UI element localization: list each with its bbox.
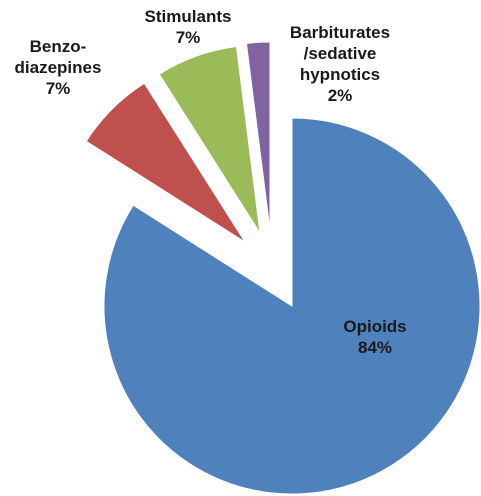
slice-label-line: Opioids xyxy=(343,317,406,336)
slice-label: Stimulants 7% xyxy=(145,7,232,47)
pie-slice-stimulants xyxy=(158,45,261,234)
slice-label: Opioids 84% xyxy=(343,317,406,357)
slice-label-line: Barbiturates xyxy=(290,23,390,42)
pie-labels: Opioids 84% Benzo-diazepines 7% Stimulants 7%… xyxy=(15,7,407,357)
slice-label-line: Benzo- xyxy=(30,37,87,56)
slice-label-line: 2% xyxy=(328,86,353,105)
slice-label-line: 7% xyxy=(176,28,201,47)
slice-label-line: 84% xyxy=(358,338,392,357)
pie-slice-benzo xyxy=(85,82,246,243)
slice-label-line: hypnotics xyxy=(300,65,380,84)
pie-slices xyxy=(85,41,481,495)
pie-slice-barbiturates xyxy=(245,41,271,231)
pie-slice-opioids xyxy=(103,117,481,495)
slice-label-line: diazepines xyxy=(15,58,102,77)
slice-label-line: /sedative xyxy=(304,44,377,63)
slice-label-line: Stimulants xyxy=(145,7,232,26)
slice-label: Benzo-diazepines 7% xyxy=(15,37,102,98)
slice-label-line: 7% xyxy=(46,79,71,98)
slice-label: Barbiturates/sedative hypnotics 2% xyxy=(290,23,390,105)
